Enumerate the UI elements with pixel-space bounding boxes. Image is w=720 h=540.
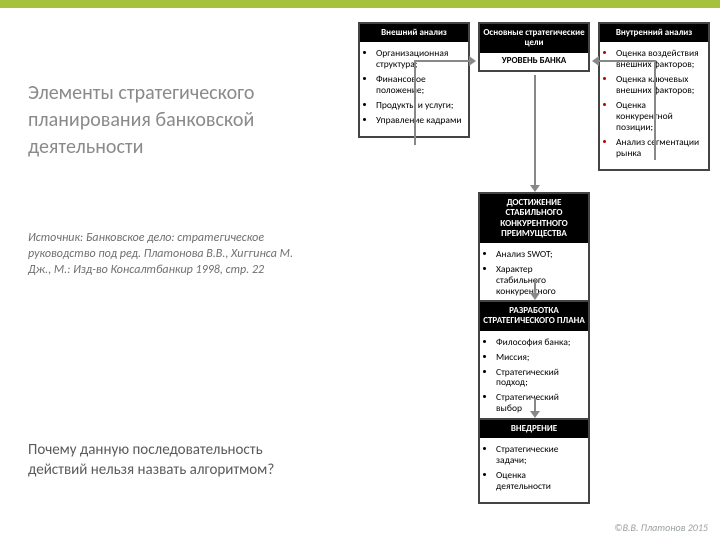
box-body: Стратегические задачи; Оценка деятельност… <box>480 438 588 502</box>
list-item: Оценка ключевых внешних факторов; <box>616 74 702 96</box>
list-item: Миссия; <box>496 352 582 363</box>
copyright-text: ©В.В. Платонов 2015 <box>614 521 708 534</box>
list-item: Оценка деятельности <box>496 470 582 492</box>
slide: Элементы стратегического планирования ба… <box>0 0 720 540</box>
box-header: Внешний анализ <box>360 24 468 42</box>
item-list: Оценка воздействия внешних факторов;Оцен… <box>604 48 702 158</box>
box-strategic-goals: Основные стратегические цели УРОВЕНЬ БАН… <box>478 22 590 72</box>
arrow-left <box>598 60 654 62</box>
box-header: Основные стратегические цели <box>480 24 588 53</box>
item-list: Философия банка; Миссия; Стратегический по… <box>484 337 582 415</box>
box-subheader: УРОВЕНЬ БАНКА <box>480 53 588 70</box>
box-implementation: ВНЕДРЕНИЕ Стратегические задачи; Оценка д… <box>478 418 590 504</box>
connector <box>654 60 656 160</box>
list-item: Продукты и услуги; <box>376 100 462 111</box>
arrow-right <box>414 60 470 62</box>
arrow-down <box>534 280 536 294</box>
list-item: Анализ SWOT; <box>496 249 582 260</box>
item-list: Стратегические задачи; Оценка деятельност… <box>484 444 582 492</box>
list-item: Стратегический подход; <box>496 367 582 389</box>
connector <box>414 60 416 145</box>
accent-bar <box>0 0 720 8</box>
arrow-down <box>534 75 536 186</box>
box-header: РАЗРАБОТКА СТРАТЕГИЧЕСКОГО ПЛАНА <box>480 302 588 331</box>
list-item: Оценка конкурентной позиции; <box>616 100 702 133</box>
box-header: Внутренний анализ <box>600 24 708 42</box>
list-item: Анализ сегментации рынка <box>616 137 702 159</box>
list-item: Финансовое положение; <box>376 74 462 96</box>
source-citation: Источник: Банковское дело: стратегическо… <box>28 230 308 279</box>
list-item: Стратегические задачи; <box>496 444 582 466</box>
box-header: ДОСТИЖЕНИЕ СТАБИЛЬНОГО КОНКУРЕНТНОГО ПРЕ… <box>480 194 588 243</box>
list-item: Управление кадрами <box>376 115 462 126</box>
discussion-question: Почему данную последовательность действи… <box>28 440 308 481</box>
list-item: Философия банка; <box>496 337 582 348</box>
box-header: ВНЕДРЕНИЕ <box>480 420 588 438</box>
arrow-down <box>534 398 536 412</box>
slide-title: Элементы стратегического планирования ба… <box>28 80 308 161</box>
